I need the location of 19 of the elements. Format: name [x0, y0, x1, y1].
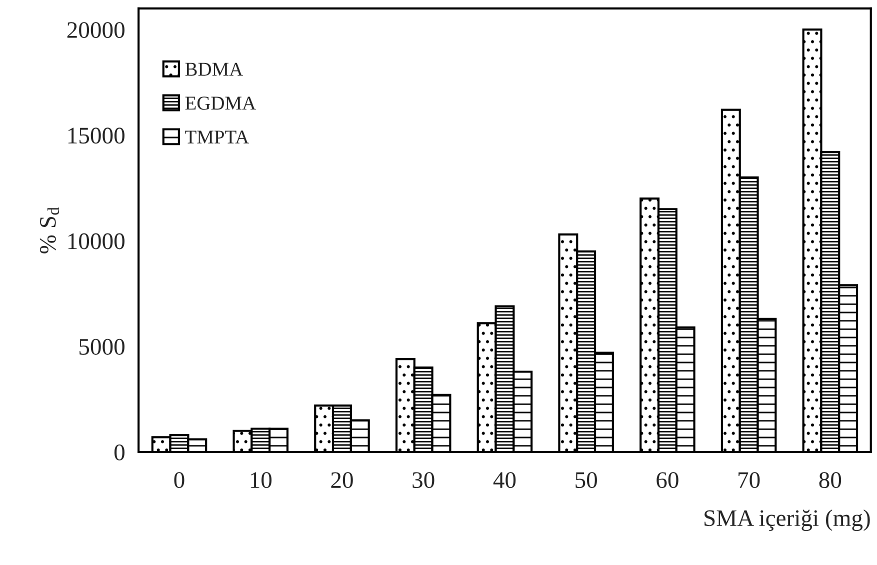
- legend-label: BDMA: [185, 62, 243, 76]
- x-tick-label: 60: [656, 472, 678, 488]
- x-tick-label: 20: [331, 472, 353, 488]
- x-tick-label: 70: [738, 472, 760, 488]
- x-tick-label: 10: [250, 472, 272, 488]
- y-tick-label: 20000: [67, 22, 124, 38]
- y-tick-label: 15000: [68, 128, 124, 144]
- x-tick-label: 40: [493, 472, 516, 488]
- y-tick-label: 0: [114, 444, 124, 460]
- x-tick-label: 50: [576, 472, 597, 488]
- x-tick-label: 80: [819, 472, 842, 488]
- x-tick-label: 30: [412, 472, 434, 488]
- y-axis-title: % S$_{d}$: [40, 207, 60, 254]
- legend-label: EGDMA: [185, 96, 256, 110]
- y-tick-label: 10000: [68, 233, 124, 250]
- legend-label: TMPTA: [185, 130, 249, 144]
- x-axis-title: SMA içeriği (mg): [704, 510, 870, 531]
- y-tick-label: 5000: [80, 338, 124, 355]
- x-tick-label: 0: [174, 472, 184, 488]
